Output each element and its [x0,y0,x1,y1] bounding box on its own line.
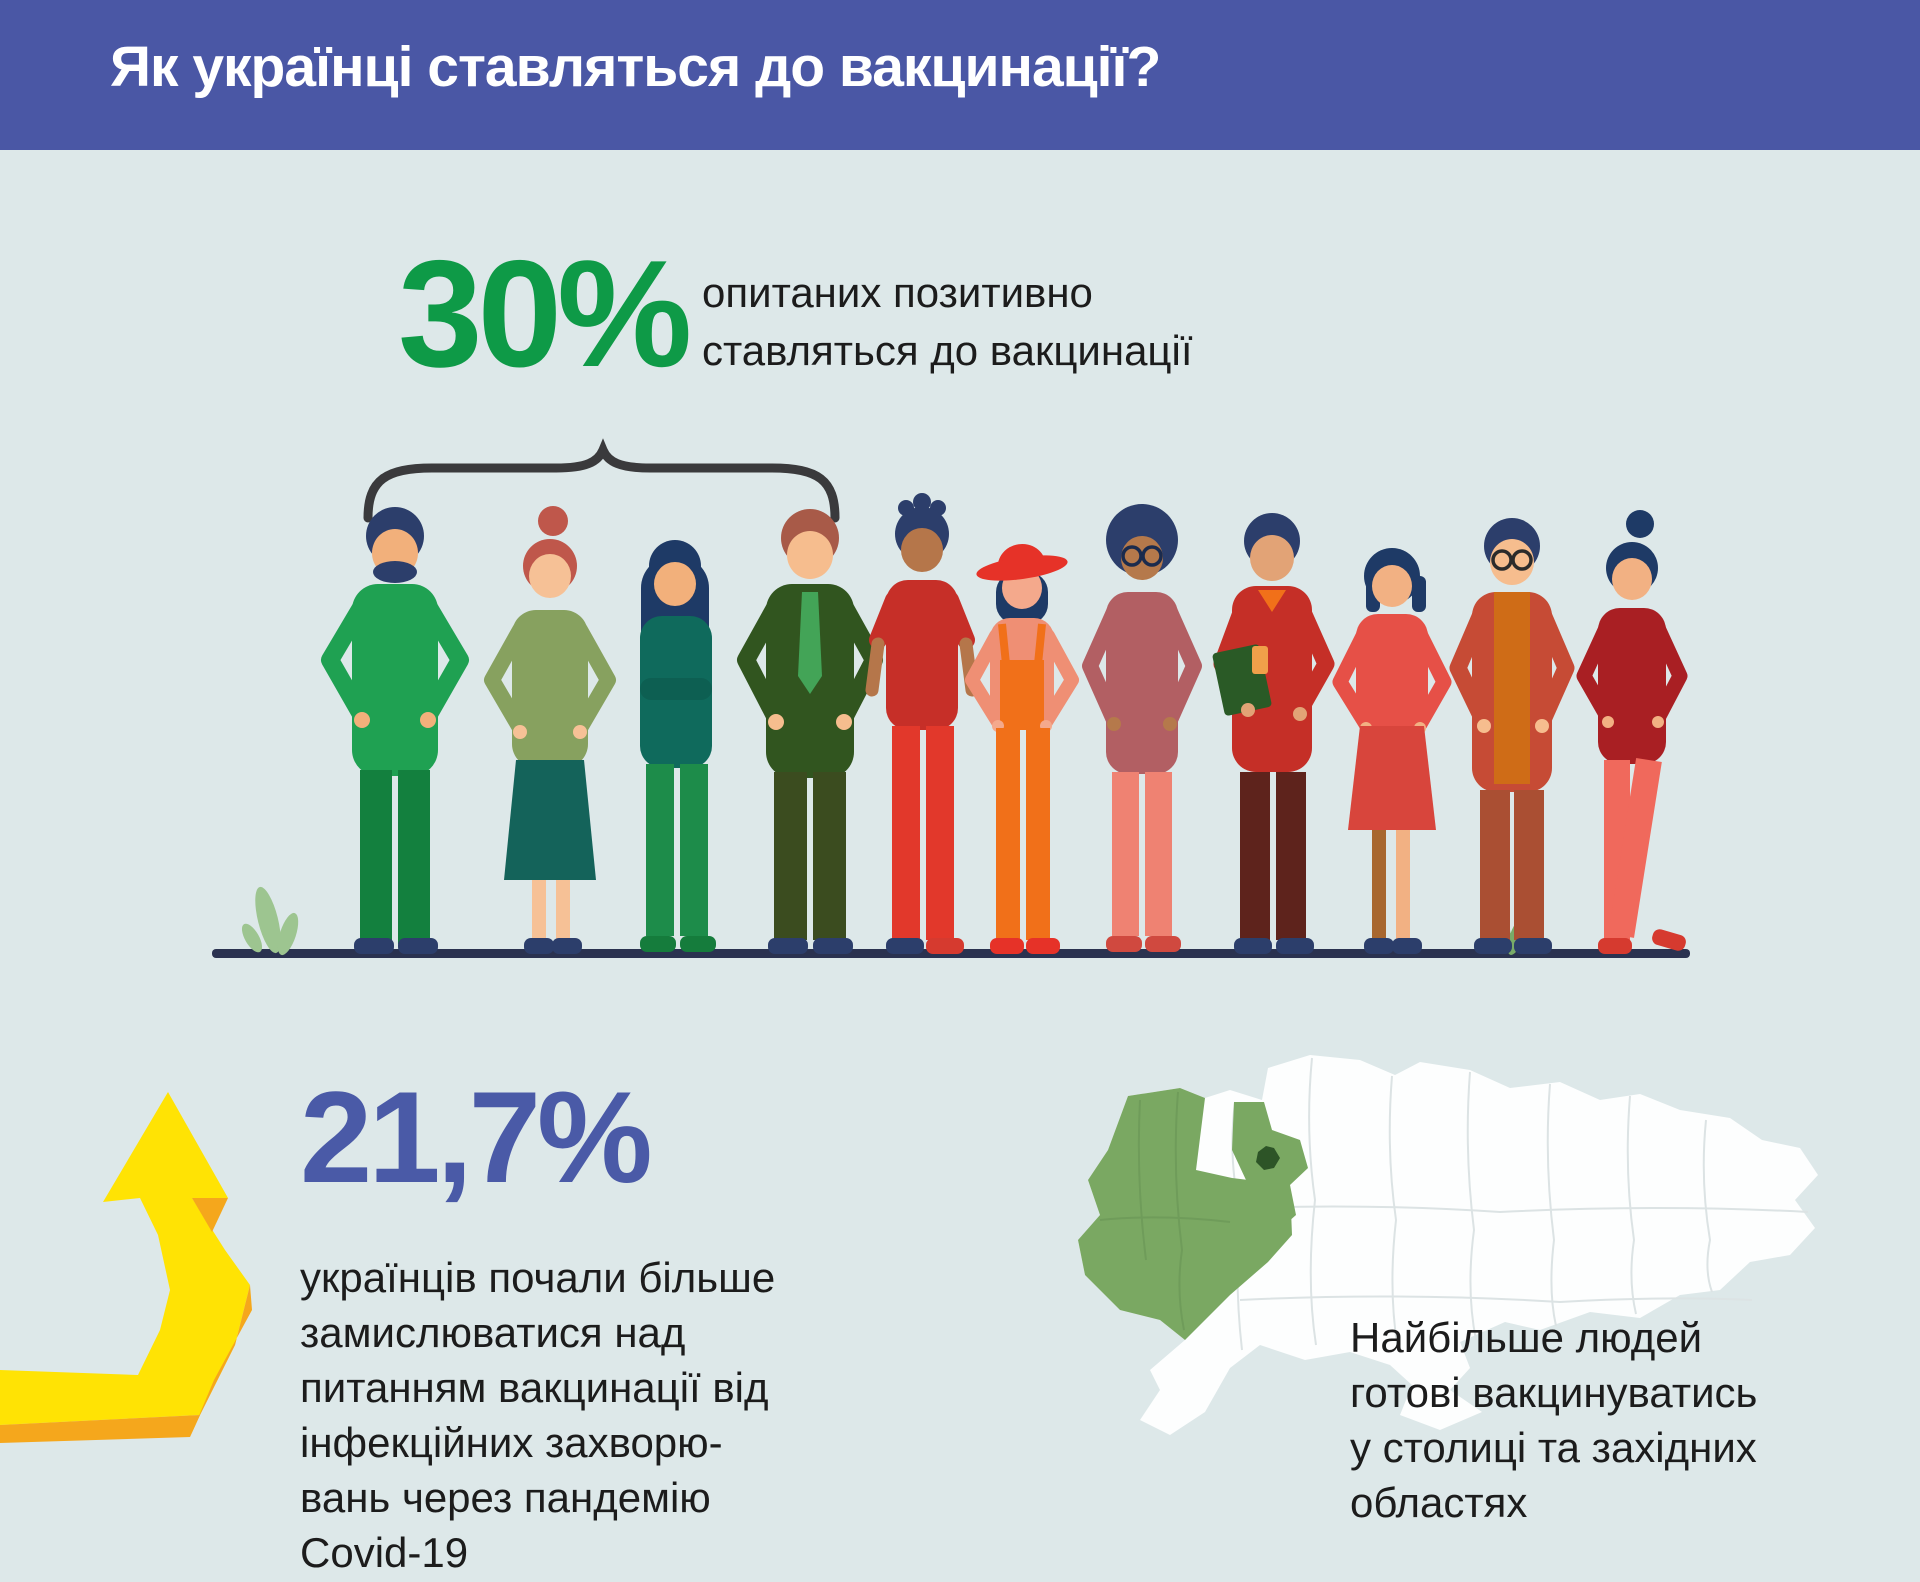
person-2 [484,506,616,954]
person-8 [1212,513,1335,954]
map-kyiv-region-highlight [1232,1102,1308,1238]
map-caption: Найбільше людей готові вакцинуватись у с… [1350,1310,1757,1530]
person-1 [321,507,469,954]
people-illustration [321,493,1688,954]
map-caption-line3: у столиці та західних [1350,1424,1757,1471]
stat-21-7-line2: замислюватися над [300,1309,686,1356]
person-9 [1332,548,1452,954]
stat-30-value: 30% [398,229,692,399]
stat-21-7-line1: українців почали більше [300,1254,776,1301]
map-caption-line2: готові вакцинуватись [1350,1369,1758,1416]
header-banner [0,0,1920,150]
plant-left-icon [241,886,299,956]
trend-up-arrow-icon [0,1092,252,1443]
stat-21-7-line4: інфекційних захворю- [300,1419,723,1466]
map-caption-line4: областях [1350,1479,1528,1526]
person-6 [965,544,1079,954]
map-kyiv-city-marker [1256,1146,1280,1170]
stat-21-7-value: 21,7% [300,1064,653,1210]
stat-30-label-line1: опитаних позитивно [702,269,1093,316]
stat-21-7-line5: вань через пандемію [300,1474,711,1521]
stat-21-7-line6: Covid-19 [300,1529,469,1576]
bracket-icon [363,438,840,523]
person-11 [1576,510,1688,954]
map-west-highlight [1078,1088,1292,1340]
person-3 [640,540,716,952]
map-west-borders [1099,1091,1231,1331]
person-7 [1082,504,1202,952]
ukraine-map [1078,1055,1818,1435]
page-title: Як українці ставляться до вакцинації? [110,35,1161,99]
stat-30-label: опитаних позитивно ставляться до вакцина… [702,264,1193,380]
person-10 [1449,518,1575,954]
glasses-icon [1491,549,1533,571]
map-caption-line1: Найбільше людей [1350,1314,1703,1361]
stat-21-7-line3: питанням вакцинації від [300,1364,769,1411]
person-5 [865,493,979,954]
stat-21-7-label: українців почали більше замислюватися на… [300,1250,775,1580]
glasses-icon [1121,545,1163,567]
stat-30-label-line2: ставляться до вакцинації [702,327,1193,374]
person-4 [737,509,883,954]
